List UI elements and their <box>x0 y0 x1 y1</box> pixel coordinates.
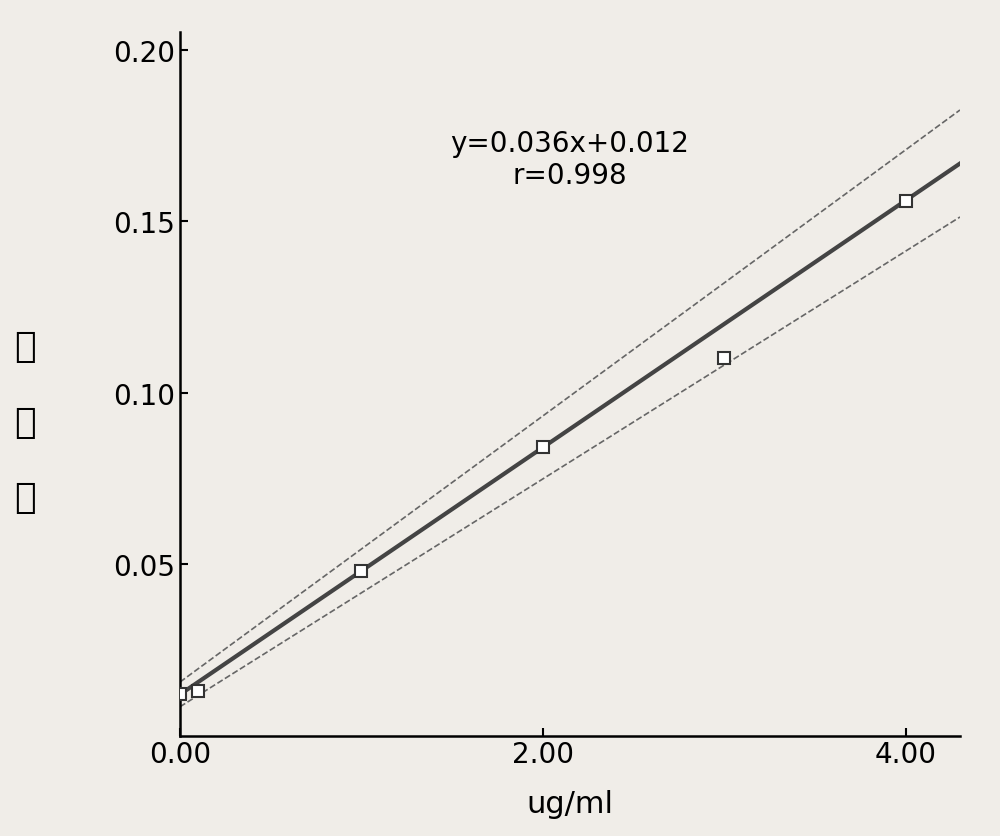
X-axis label: ug/ml: ug/ml <box>526 789 614 818</box>
Text: y=0.036x+0.012
r=0.998: y=0.036x+0.012 r=0.998 <box>451 130 689 190</box>
Text: 度: 度 <box>14 330 36 364</box>
Text: 分: 分 <box>14 481 36 514</box>
Text: 光: 光 <box>14 405 36 439</box>
